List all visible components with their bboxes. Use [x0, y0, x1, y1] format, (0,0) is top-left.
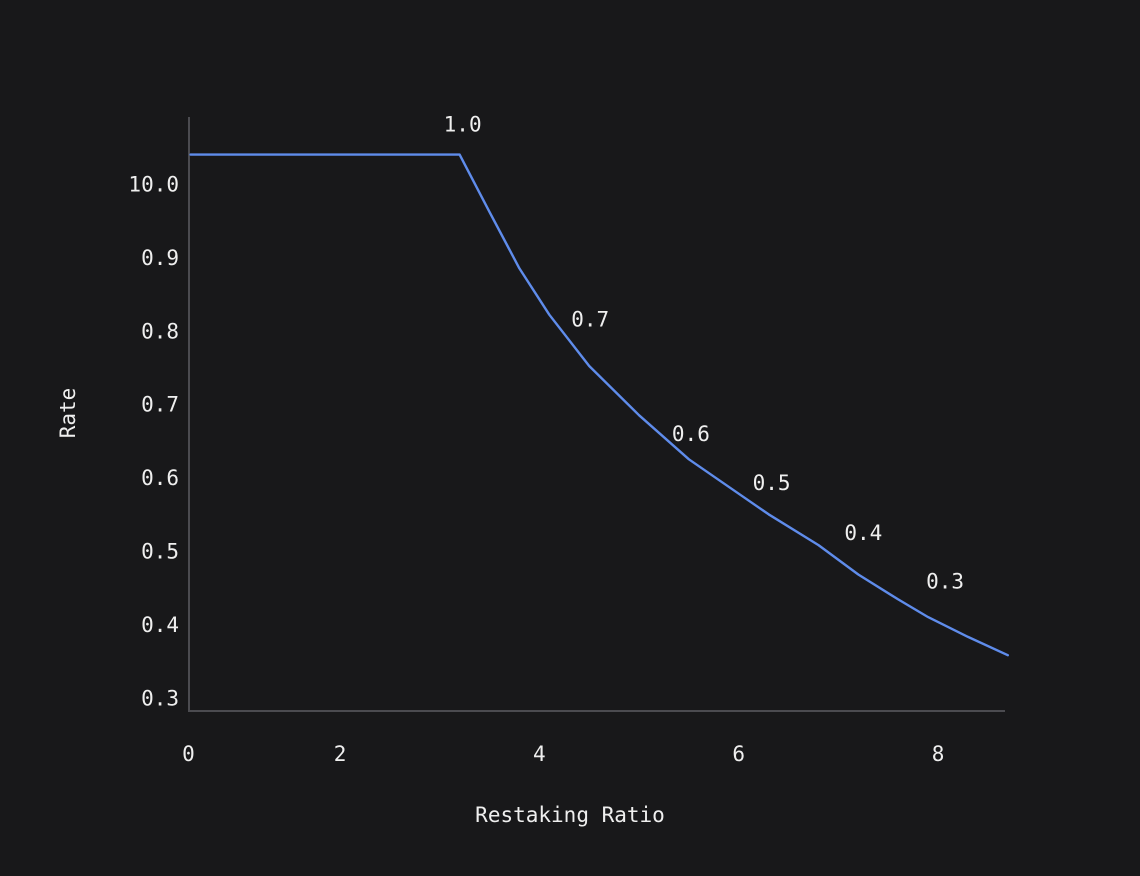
x-tick-label: 0	[182, 742, 195, 766]
y-axis: 10.0 0.9 0.8 0.7 0.6 0.5 0.4 0.3 Rate	[56, 117, 190, 712]
y-tick-labels: 10.0 0.9 0.8 0.7 0.6 0.5 0.4 0.3	[128, 173, 179, 711]
x-tick-label: 2	[334, 742, 347, 766]
point-label: 0.3	[926, 570, 964, 594]
y-axis-title: Rate	[56, 388, 80, 439]
x-axis: 0 2 4 6 8 Restaking Ratio	[182, 710, 1005, 827]
point-label: 1.0	[444, 112, 482, 136]
x-tick-label: 8	[932, 742, 945, 766]
x-axis-title: Restaking Ratio	[475, 803, 665, 827]
point-label: 0.7	[571, 308, 609, 332]
point-label: 0.5	[753, 471, 791, 495]
y-tick-label: 0.6	[141, 466, 179, 490]
point-label: 0.6	[672, 422, 710, 446]
x-tick-label: 6	[732, 742, 745, 766]
y-tick-label: 0.4	[141, 613, 179, 637]
x-tick-labels: 0 2 4 6 8	[182, 742, 944, 766]
y-tick-label: 0.3	[141, 686, 179, 710]
rate-curve-line	[189, 153, 1009, 657]
point-annotations: 1.0 0.7 0.6 0.5 0.4 0.3	[444, 112, 964, 593]
curve-series	[189, 153, 1009, 657]
x-tick-label: 4	[533, 742, 546, 766]
y-tick-label: 0.8	[141, 319, 179, 343]
point-label: 0.4	[844, 521, 882, 545]
y-tick-label: 0.7	[141, 393, 179, 417]
y-tick-label: 10.0	[128, 173, 179, 197]
y-tick-label: 0.9	[141, 246, 179, 270]
y-tick-label: 0.5	[141, 540, 179, 564]
